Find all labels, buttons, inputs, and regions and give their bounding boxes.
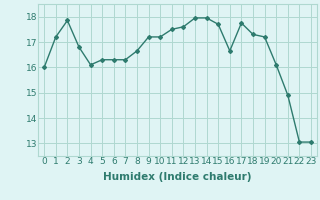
X-axis label: Humidex (Indice chaleur): Humidex (Indice chaleur) bbox=[103, 172, 252, 182]
